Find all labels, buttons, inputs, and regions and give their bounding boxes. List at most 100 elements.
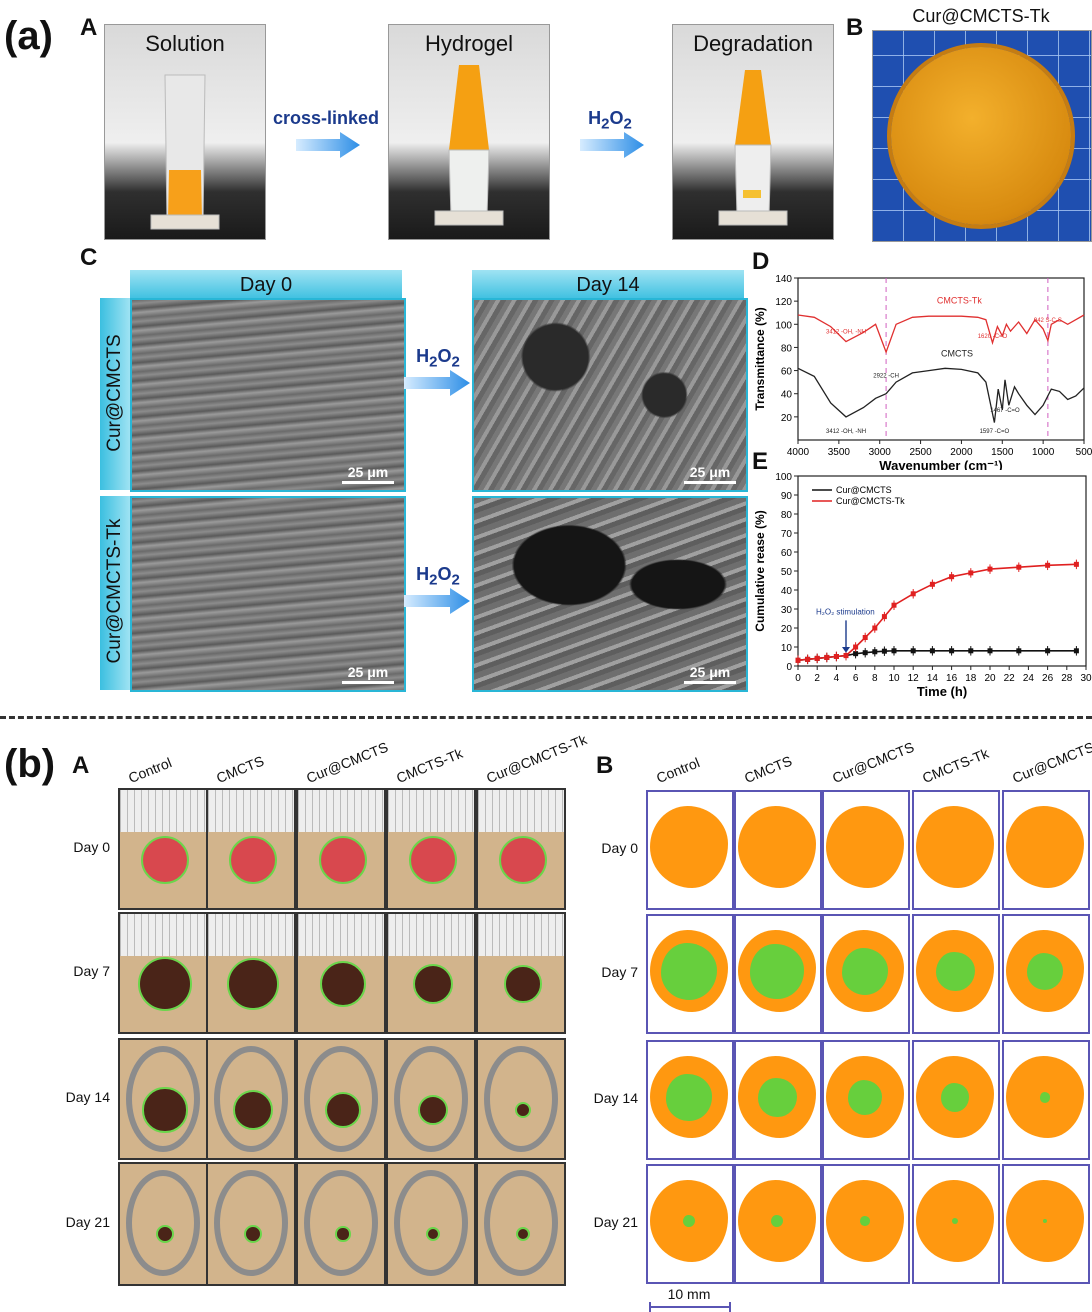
h2o2-h: H — [588, 108, 602, 128]
release-data-point — [824, 654, 830, 660]
product-photo — [872, 30, 1092, 242]
h2o2-sub2: 2 — [451, 353, 460, 371]
product-title: Cur@CMCTS-Tk — [912, 6, 1050, 26]
remaining-wound-area — [770, 1214, 784, 1228]
h2o2-o: O — [437, 346, 452, 366]
release-data-point — [987, 566, 993, 572]
release-x-tick-label: 10 — [888, 673, 900, 684]
ftir-y-tick-label: 140 — [775, 274, 792, 285]
sem-scale-text: 25 μm — [689, 664, 731, 680]
release-data-point — [843, 653, 849, 659]
trace-cell — [912, 790, 1000, 910]
hydrogel-tube-illustration — [434, 65, 504, 226]
remaining-wound-area — [757, 1077, 797, 1118]
ruler-strip — [208, 790, 294, 833]
ftir-series-label: CMCTS-Tk — [937, 295, 982, 305]
trace-cell — [646, 914, 734, 1034]
sem-h2o2-label-1: H2O2 — [408, 346, 468, 371]
release-y-tick-label: 20 — [781, 624, 793, 635]
release-y-tick-label: 80 — [781, 510, 793, 521]
h2o2-o: O — [437, 564, 452, 584]
splint-ring — [126, 1170, 200, 1276]
release-data-point — [949, 574, 955, 580]
remaining-wound-area — [951, 1217, 959, 1225]
trace-col-header: Cur@CMCTS-Tk — [1010, 731, 1092, 786]
initial-wound-area — [1006, 806, 1084, 888]
wound-row-header: Day 7 — [73, 963, 110, 979]
release-data-point — [805, 656, 811, 662]
ftir-chart: 20 40 60 80 100 120 140 4000 3500 3000 2500 2000 150… — [753, 274, 1092, 470]
initial-wound-area — [826, 806, 904, 888]
wound-bed — [140, 835, 190, 885]
release-y-tick-label: 40 — [781, 586, 793, 597]
sem-cur-cmcts-day0: 25 μm — [130, 298, 406, 492]
ruler-strip — [388, 914, 474, 957]
sem-day14-header: Day 14 — [472, 270, 744, 300]
ftir-y-tick-label: 20 — [781, 413, 793, 424]
sem-cur-cmcts-tk-day14: 25 μm — [472, 496, 748, 692]
trace-row-header: Day 21 — [593, 1214, 638, 1230]
solution-title: Solution — [145, 31, 225, 56]
ruler-strip — [298, 790, 384, 833]
splint-ring — [394, 1170, 468, 1276]
release-y-tick-label: 30 — [781, 605, 793, 616]
wound-bed — [233, 1090, 273, 1130]
wound-col-header: Control — [126, 754, 174, 786]
trace-cell — [1002, 1040, 1090, 1160]
ftir-x-tick-label: 3500 — [828, 447, 851, 458]
trace-cell — [1002, 790, 1090, 910]
trace-cell — [822, 790, 910, 910]
ftir-x-tick-label: 2000 — [950, 447, 973, 458]
ftir-y-axis-label: Transmittance (%) — [753, 307, 767, 410]
wound-bed — [335, 1226, 351, 1242]
trace-col-header: CMCTS-Tk — [920, 744, 991, 786]
splint-ring — [484, 1170, 558, 1276]
remaining-wound-area — [660, 942, 718, 1001]
wound-bed — [319, 960, 367, 1008]
remaining-wound-area — [841, 947, 889, 996]
ftir-series-label: CMCTS — [941, 349, 973, 359]
ftir-x-tick-label: 3000 — [869, 447, 892, 458]
sem-scale-text: 25 μm — [347, 664, 389, 680]
h2o2-o: O — [609, 108, 624, 128]
splint-ring — [304, 1046, 378, 1152]
release-x-tick-label: 16 — [946, 673, 958, 684]
initial-wound-area — [916, 806, 994, 888]
trace-scale-text: 10 mm — [667, 1286, 711, 1302]
sem-cur-cmcts-day14: 25 μm — [472, 298, 748, 492]
release-y-axis-label: Cumulative rease (%) — [753, 510, 767, 631]
remaining-wound-area — [860, 1216, 870, 1226]
trace-cell — [734, 914, 822, 1034]
ftir-y-tick-label: 60 — [781, 367, 793, 378]
wound-photo — [476, 1162, 566, 1286]
wound-row-header: Day 21 — [65, 1214, 110, 1230]
release-x-tick-label: 24 — [1023, 673, 1035, 684]
release-data-point — [929, 648, 935, 654]
release-data-point — [862, 650, 868, 656]
ftir-y-tick-label: 120 — [775, 297, 792, 308]
degradation-title: Degradation — [693, 31, 813, 56]
wound-col-header: CMCTS-Tk — [394, 744, 465, 786]
ruler-strip — [478, 914, 564, 957]
trace-cell — [646, 1040, 734, 1160]
wound-photo — [296, 912, 386, 1034]
ruler-strip — [298, 914, 384, 957]
wound-bed — [498, 835, 548, 885]
wound-bed — [244, 1225, 262, 1243]
trace-cell — [1002, 1164, 1090, 1284]
initial-wound-area — [650, 806, 728, 888]
release-data-point — [1073, 561, 1079, 567]
release-data-point — [929, 581, 935, 587]
release-y-tick-label: 10 — [781, 643, 793, 654]
wound-photo — [118, 788, 208, 910]
wound-photo — [476, 1038, 566, 1160]
wound-photo — [118, 1162, 208, 1286]
ftir-y-tick-label: 40 — [781, 390, 793, 401]
ftir-annotation: 3412 -OH, -NH — [826, 330, 866, 336]
ftir-y-tick-label: 100 — [775, 320, 792, 331]
wound-photo — [118, 1038, 208, 1160]
sem-row2-side — [100, 496, 130, 690]
wound-photo — [206, 1038, 296, 1160]
release-data-point — [1073, 648, 1079, 654]
degradation-photo: Degradation — [672, 24, 834, 240]
